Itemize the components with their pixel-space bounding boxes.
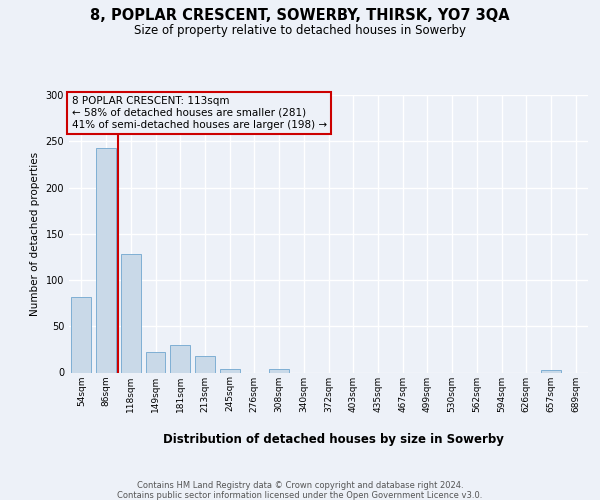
Bar	[541, 370, 561, 372]
Bar	[220, 369, 239, 372]
Bar	[71, 296, 91, 372]
Text: 8 POPLAR CRESCENT: 113sqm
← 58% of detached houses are smaller (281)
41% of semi: 8 POPLAR CRESCENT: 113sqm ← 58% of detac…	[71, 96, 327, 130]
Bar	[146, 352, 166, 372]
Bar	[269, 369, 289, 372]
Y-axis label: Number of detached properties: Number of detached properties	[30, 152, 40, 316]
Text: Size of property relative to detached houses in Sowerby: Size of property relative to detached ho…	[134, 24, 466, 37]
Bar	[121, 254, 140, 372]
Text: Distribution of detached houses by size in Sowerby: Distribution of detached houses by size …	[163, 432, 503, 446]
Text: Contains HM Land Registry data © Crown copyright and database right 2024.
Contai: Contains HM Land Registry data © Crown c…	[118, 480, 482, 500]
Text: 8, POPLAR CRESCENT, SOWERBY, THIRSK, YO7 3QA: 8, POPLAR CRESCENT, SOWERBY, THIRSK, YO7…	[90, 8, 510, 22]
Bar	[96, 148, 116, 372]
Bar	[195, 356, 215, 372]
Bar	[170, 345, 190, 372]
